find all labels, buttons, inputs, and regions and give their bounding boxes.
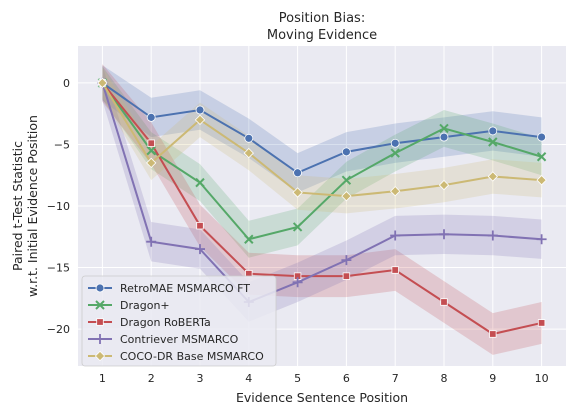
y-axis-label-group: Paired t-Test Statistic w.r.t. Initial E… bbox=[10, 115, 40, 297]
y-tick-label: −5 bbox=[54, 138, 70, 151]
y-axis-label-line-1: Paired t-Test Statistic bbox=[10, 141, 25, 271]
series-line bbox=[101, 82, 542, 174]
plus-marker bbox=[439, 229, 449, 240]
y-tick-labels: 0 −5 −10 −15 −20 bbox=[47, 77, 70, 336]
y-axis-label-line-2: w.r.t. Initial Evidence Position bbox=[25, 115, 40, 297]
x-marker bbox=[439, 123, 449, 134]
y-tick-label: −10 bbox=[47, 200, 70, 213]
x-marker bbox=[146, 145, 156, 156]
x-tick-label: 9 bbox=[489, 372, 496, 385]
diamond-marker bbox=[94, 350, 106, 362]
diamond-marker bbox=[243, 147, 254, 159]
plus-marker bbox=[195, 244, 205, 255]
circle-marker bbox=[439, 132, 449, 142]
circle-marker bbox=[341, 147, 351, 157]
x-marker bbox=[195, 177, 205, 188]
square-marker bbox=[391, 266, 399, 274]
x-tick-label: 4 bbox=[245, 372, 252, 385]
circle-marker bbox=[244, 133, 254, 143]
x-marker bbox=[292, 222, 303, 232]
circle-marker bbox=[95, 283, 105, 293]
grid-lines bbox=[78, 46, 566, 366]
diamond-marker bbox=[438, 179, 450, 191]
square-marker bbox=[440, 298, 448, 306]
diamond-marker bbox=[341, 190, 352, 202]
legend-entry: Dragon+ bbox=[120, 299, 170, 312]
y-tick-label: −15 bbox=[47, 262, 70, 275]
series-lines bbox=[101, 82, 542, 336]
diamond-marker bbox=[536, 174, 547, 186]
x-tick-label: 8 bbox=[441, 372, 448, 385]
x-tick-label: 5 bbox=[294, 372, 301, 385]
plus-marker bbox=[341, 255, 352, 266]
series-line bbox=[101, 82, 542, 304]
square-marker bbox=[196, 221, 204, 230]
plus-marker bbox=[487, 230, 498, 241]
x-tick-label: 6 bbox=[343, 372, 350, 385]
legend: RetroMAE MSMARCO FT Dragon+ Dragon RoBERTa… bbox=[81, 275, 277, 367]
legend-box bbox=[81, 275, 277, 367]
legend-entry: RetroMAE MSMARCO FT bbox=[120, 282, 250, 295]
y-tick-label: 0 bbox=[63, 77, 70, 90]
circle-marker bbox=[293, 168, 303, 178]
plus-marker bbox=[390, 230, 401, 241]
diamond-marker bbox=[146, 157, 157, 169]
square-marker bbox=[489, 330, 497, 338]
x-tick-label: 7 bbox=[392, 372, 399, 385]
confidence-band bbox=[102, 65, 542, 322]
diamond-marker bbox=[97, 77, 108, 89]
chart-title-line-2: Moving Evidence bbox=[267, 28, 377, 43]
confidence-band bbox=[102, 66, 542, 258]
circle-marker bbox=[390, 138, 400, 148]
x-tick-label: 10 bbox=[535, 372, 549, 385]
diamond-marker bbox=[390, 186, 401, 197]
square-marker bbox=[147, 139, 155, 147]
diamond-marker bbox=[194, 114, 206, 126]
circle-marker bbox=[537, 132, 546, 142]
x-marker bbox=[341, 175, 352, 185]
legend-entry: Contriever MSMARCO bbox=[120, 333, 239, 346]
circle-marker bbox=[146, 112, 156, 122]
legend-entry: COCO-DR Base MSMARCO bbox=[120, 350, 264, 363]
x-marker bbox=[244, 234, 254, 244]
chart-title-line-1: Position Bias: bbox=[279, 11, 365, 26]
series-line bbox=[101, 82, 542, 241]
plus-marker bbox=[292, 277, 303, 288]
x-marker bbox=[390, 148, 400, 158]
x-marker bbox=[95, 300, 105, 310]
series-markers bbox=[97, 77, 547, 338]
x-marker bbox=[536, 152, 547, 162]
x-tick-label: 2 bbox=[148, 372, 155, 385]
x-tick-labels: 1 2 3 4 5 6 7 8 9 10 bbox=[99, 372, 549, 385]
square-marker bbox=[342, 272, 351, 280]
confidence-band bbox=[102, 67, 542, 214]
x-axis-label: Evidence Sentence Position bbox=[236, 390, 408, 405]
series-line bbox=[101, 82, 542, 336]
square-marker bbox=[537, 319, 546, 327]
diamond-marker bbox=[487, 171, 498, 182]
plus-marker bbox=[146, 236, 157, 247]
circle-marker bbox=[488, 126, 498, 136]
y-tick-label: −20 bbox=[47, 323, 70, 336]
x-marker bbox=[488, 137, 498, 147]
x-tick-label: 1 bbox=[99, 372, 106, 385]
circle-marker bbox=[195, 105, 205, 115]
plus-marker bbox=[95, 334, 105, 344]
confidence-band bbox=[102, 64, 542, 355]
x-tick-label: 3 bbox=[197, 372, 204, 385]
diamond-marker bbox=[292, 187, 303, 198]
square-marker bbox=[96, 318, 104, 326]
legend-entry: Dragon RoBERTa bbox=[120, 316, 211, 329]
series-line bbox=[101, 82, 542, 198]
plus-marker bbox=[536, 234, 547, 245]
